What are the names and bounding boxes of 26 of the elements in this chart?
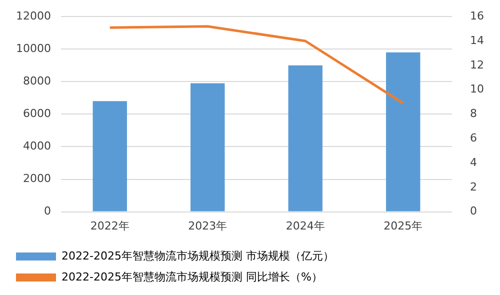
y2-tick-label: 8 (470, 107, 478, 120)
y-tick-label: 2000 (22, 172, 51, 186)
x-tick-label: 2024年 (286, 219, 325, 232)
y-tick-label: 10000 (16, 42, 51, 55)
y2-tick-label: 2 (470, 180, 478, 194)
y-tick-label: 8000 (22, 74, 51, 88)
y2-tick-label: 16 (470, 9, 484, 22)
y2-tick-label: 0 (470, 204, 478, 218)
y2-tick-label: 14 (470, 34, 484, 47)
y2-tick-label: 6 (470, 131, 478, 144)
x-tick-label: 2022年 (90, 219, 130, 232)
x-tick-label: 2025年 (384, 219, 423, 232)
y-tick-label: 4000 (22, 140, 51, 153)
bar (92, 101, 127, 212)
y2-tick-label: 10 (470, 82, 484, 96)
y-tick-label: 12000 (16, 9, 51, 22)
y-tick-label: 6000 (22, 107, 51, 120)
y2-tick-label: 12 (470, 58, 484, 72)
bar (288, 65, 322, 212)
bar (386, 52, 420, 212)
legend-label: 2022-2025年智慧物流市场规模预测 市场规模（亿元） (62, 249, 334, 262)
y2-tick-label: 4 (470, 156, 478, 169)
legend-label: 2022-2025年智慧物流市场规模预测 同比增长（%） (62, 270, 322, 284)
bar (190, 83, 225, 212)
y-tick-label: 0 (44, 204, 51, 218)
x-tick-label: 2023年 (188, 219, 228, 232)
